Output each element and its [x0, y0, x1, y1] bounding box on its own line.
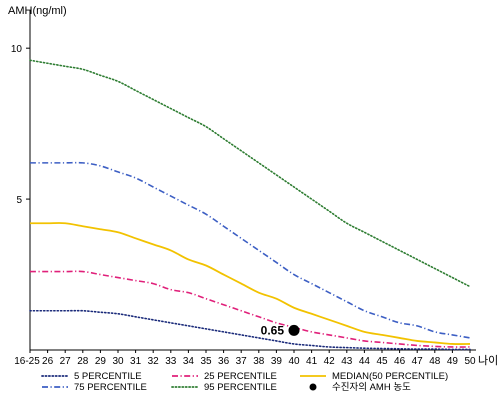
legend-item: 25 PERCENTILE	[172, 371, 277, 382]
x-ticks: 16-25 26 27 28 29 30 31 32 33 34 35 36 37 38 39 40 41 42 4…	[14, 350, 476, 367]
x-tick-label: 32	[148, 356, 160, 367]
legend-label: MEDIAN(50 PERCENTILE)	[332, 371, 448, 382]
legend-item: 수진자의 AMH 농도	[309, 382, 411, 393]
x-tick-label: 45	[376, 356, 388, 367]
x-tick-label: 26	[42, 356, 54, 367]
series-line-5-percentile	[29, 309, 471, 351]
legend-label: 95 PERCENTILE	[204, 382, 277, 393]
patient-amh-point	[288, 324, 300, 336]
x-tick-label: 33	[165, 356, 177, 367]
x-tick-label: 27	[60, 356, 72, 367]
legend-label: 25 PERCENTILE	[204, 371, 277, 382]
y-tick-label: 10	[11, 44, 23, 55]
x-tick-label: 39	[271, 356, 283, 367]
legend-label: 수진자의 AMH 농도	[332, 382, 411, 393]
x-tick-label: 28	[77, 356, 89, 367]
x-tick-label: 30	[112, 356, 124, 367]
legend-item: 75 PERCENTILE	[42, 382, 147, 393]
y-axis-label: AMH(ng/ml)	[8, 5, 67, 17]
x-tick-label: 48	[429, 356, 441, 367]
patient-amh-value-label: 0.65	[261, 323, 285, 337]
legend-item: MEDIAN(50 PERCENTILE)	[300, 371, 448, 382]
legend-label: 5 PERCENTILE	[74, 371, 142, 382]
y-ticks: 5 10	[11, 44, 30, 206]
x-tick-label: 46	[394, 356, 406, 367]
x-tick-label: 47	[412, 356, 424, 367]
x-tick-label: 44	[359, 356, 371, 367]
x-axis-label: 나이	[478, 354, 498, 367]
x-tick-label: 36	[218, 356, 230, 367]
x-tick-label: 42	[324, 356, 336, 367]
legend-marker	[309, 383, 317, 391]
patient-point-layer: 0.65	[261, 323, 300, 337]
series-line-75-percentile	[30, 161, 471, 339]
x-tick-label: 16-25	[14, 356, 40, 367]
y-tick-label: 5	[16, 195, 22, 206]
legend-label: 75 PERCENTILE	[74, 382, 147, 393]
x-tick-label: 34	[183, 356, 195, 367]
x-tick-label: 29	[95, 356, 107, 367]
x-tick-label: 35	[200, 356, 212, 367]
x-tick-label: 38	[253, 356, 265, 367]
series-line-95-percentile	[29, 59, 471, 288]
axes: AMH(ng/ml) 나이 5 10 16-25 26 27 28 29 30 31 32 33 3…	[8, 5, 498, 367]
legend: 5 PERCENTILE 25 PERCENTILE MEDIAN(50 PERCE…	[41, 371, 448, 393]
x-tick-label: 40	[288, 356, 300, 367]
series-layer	[29, 59, 471, 351]
x-tick-label: 49	[447, 356, 459, 367]
legend-item: 5 PERCENTILE	[41, 371, 142, 382]
x-tick-label: 37	[236, 356, 248, 367]
legend-item: 95 PERCENTILE	[171, 382, 277, 393]
series-line-median-50-percentile	[29, 222, 471, 345]
x-tick-label: 31	[130, 356, 142, 367]
x-tick-label: 50	[464, 356, 476, 367]
x-tick-label: 43	[341, 356, 353, 367]
x-tick-label: 41	[306, 356, 318, 367]
